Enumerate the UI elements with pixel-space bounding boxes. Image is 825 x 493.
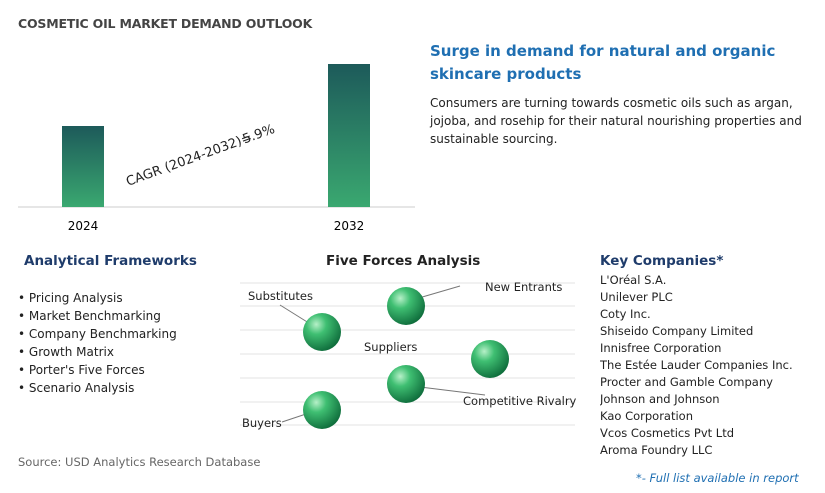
force-label: New Entrants: [485, 280, 562, 294]
framework-item: • Scenario Analysis: [18, 381, 135, 395]
bar: [62, 126, 104, 207]
source: Source: USD Analytics Research Database: [18, 455, 261, 469]
company: Kao Corporation: [600, 409, 694, 423]
force-label: Suppliers: [364, 340, 417, 354]
company: Coty Inc.: [600, 307, 651, 321]
framework-text: Growth Matrix: [28, 345, 114, 359]
force-bubbles: [303, 287, 509, 429]
framework-text: Porter's Five Forces: [28, 363, 145, 377]
five-forces-title: Five Forces Analysis: [326, 253, 481, 269]
frameworks-title: Analytical Frameworks: [24, 253, 197, 269]
framework-item: • Market Benchmarking: [18, 309, 161, 323]
company: The Estée Lauder Companies Inc.: [600, 358, 793, 372]
frameworks-list: • Pricing Analysis • Market Benchmarking •…: [18, 289, 177, 397]
framework-text: Market Benchmarking: [28, 309, 161, 323]
x-label: 2032: [334, 219, 365, 233]
framework-item: • Pricing Analysis: [18, 291, 123, 305]
highlight-title: Surge in demand for natural and organic …: [430, 42, 776, 83]
cagr-value: 5.9%: [241, 122, 277, 147]
bar: [328, 64, 370, 207]
bubble: [471, 340, 509, 378]
highlight-body: Consumers are turning towards cosmetic o…: [430, 96, 802, 146]
framework-item: • Growth Matrix: [18, 345, 114, 359]
company: Vcos Cosmetics Pvt Ltd: [600, 426, 735, 440]
company: Unilever PLC: [600, 290, 673, 304]
company: Shiseido Company Limited: [600, 324, 754, 338]
framework-item: • Porter's Five Forces: [18, 363, 145, 377]
bubble: [303, 313, 341, 351]
force-label: Substitutes: [248, 289, 313, 303]
bubble: [303, 391, 341, 429]
footnote: *- Full list available in report: [636, 471, 799, 485]
title: COSMETIC OIL MARKET DEMAND OUTLOOK: [18, 16, 313, 31]
x-label: 2024: [68, 219, 99, 233]
framework-text: Pricing Analysis: [28, 291, 123, 305]
force-label: Competitive Rivalry: [463, 394, 577, 408]
cagr-label: CAGR (2024-2032)=: [124, 130, 254, 190]
companies-title: Key Companies*: [600, 253, 724, 269]
companies-list: L'Oréal S.A. Unilever PLC Coty Inc. Shiseid…: [600, 272, 810, 468]
framework-item: • Company Benchmarking: [18, 327, 177, 341]
company: L'Oréal S.A.: [600, 273, 667, 287]
company: Johnson and Johnson: [600, 392, 720, 406]
bubble: [387, 365, 425, 403]
framework-text: Company Benchmarking: [28, 327, 177, 341]
company: Innisfree Corporation: [600, 341, 722, 355]
framework-text: Scenario Analysis: [28, 381, 135, 395]
company: Procter and Gamble Company: [600, 375, 773, 389]
force-label: Buyers: [242, 416, 282, 430]
company: Aroma Foundry LLC: [600, 443, 713, 457]
bubble: [387, 287, 425, 325]
bar-chart: 2024 2032: [18, 64, 415, 233]
